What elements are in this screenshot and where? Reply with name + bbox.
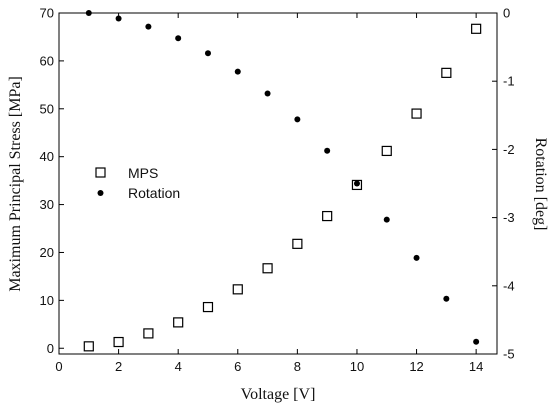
plot-frame	[58, 12, 498, 355]
rotation-point	[294, 116, 301, 123]
rotation-point	[204, 50, 211, 57]
rotation-point	[234, 68, 241, 75]
mps-point	[232, 284, 243, 295]
rotation-point	[443, 295, 450, 302]
rotation-point	[145, 23, 152, 30]
legend-marker-mps	[95, 167, 106, 178]
rotation-point	[324, 147, 331, 154]
mps-point	[83, 341, 94, 352]
y2-tick-label: 0	[503, 6, 510, 21]
x-tick-label: 12	[409, 359, 423, 374]
rotation-point	[383, 216, 390, 223]
y-tick-label: 20	[40, 245, 54, 260]
legend-marker-rotation	[97, 190, 104, 196]
rotation-point	[175, 35, 182, 42]
mps-point	[381, 145, 392, 157]
rotation-point	[413, 254, 420, 261]
rotation-point	[473, 338, 480, 345]
legend-label-mps: MPS	[128, 165, 158, 181]
x-tick-label: 14	[469, 359, 483, 374]
mps-point	[292, 238, 303, 249]
y-ticks: 0 10 20 30 40 50 60 70	[40, 6, 64, 356]
mps-point	[143, 328, 154, 339]
y2-ticks: 0 -1 -2 -3 -4 -5	[492, 6, 515, 362]
x-tick-label: 8	[294, 359, 301, 374]
y2-tick-label: -2	[503, 142, 515, 157]
y-tick-label: 30	[40, 197, 54, 212]
y2-tick-label: -3	[503, 210, 515, 225]
mps-point	[411, 108, 422, 119]
mps-point	[262, 263, 273, 274]
x-axis-title: Voltage [V]	[241, 386, 316, 403]
rotation-point	[353, 180, 360, 187]
y-tick-label: 10	[40, 293, 54, 308]
x-tick-label: 6	[234, 359, 241, 374]
x-tick-label: 10	[350, 359, 364, 374]
legend: MPS Rotation	[95, 165, 180, 201]
y2-tick-label: -4	[503, 278, 515, 293]
y2-tick-label: -1	[503, 74, 515, 89]
mps-point	[173, 317, 184, 328]
y2-axis-title: Rotation [deg]	[532, 138, 549, 231]
y-tick-label: 60	[40, 53, 54, 68]
y-tick-label: 0	[47, 341, 54, 356]
x-tick-label: 4	[175, 359, 182, 374]
mps-point	[322, 210, 333, 222]
mps-point	[441, 67, 452, 78]
y2-tick-label: -5	[503, 347, 515, 362]
mps-point	[202, 301, 214, 313]
data-marks	[83, 10, 482, 352]
rotation-point	[264, 90, 271, 97]
legend-label-rotation: Rotation	[128, 185, 180, 201]
y-tick-label: 50	[40, 101, 54, 116]
mps-point	[113, 336, 124, 348]
rotation-point	[115, 15, 122, 22]
x-ticks: 0 2 4 6 8 10 12 14	[55, 13, 483, 374]
x-tick-label: 2	[115, 359, 122, 374]
rotation-point	[85, 10, 92, 16]
y-axis-title: Maximum Principal Stress [MPa]	[7, 76, 24, 292]
mps-point	[471, 23, 482, 34]
y-tick-label: 70	[40, 6, 54, 21]
x-tick-label: 0	[55, 359, 62, 374]
y-tick-label: 40	[40, 149, 54, 164]
